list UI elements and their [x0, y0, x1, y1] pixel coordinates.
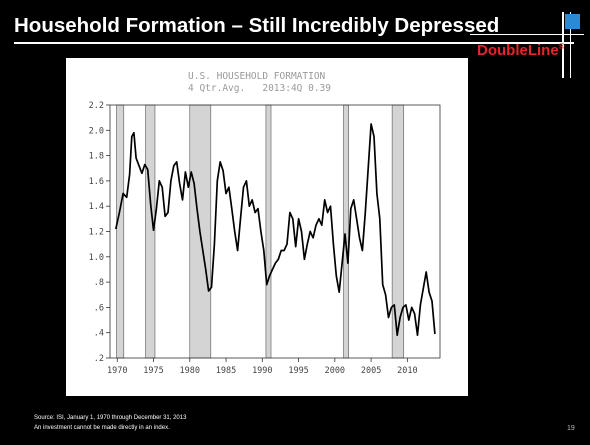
y-tick-label: 2.2	[89, 101, 104, 111]
recession-band-5	[391, 104, 405, 359]
chart-title: U.S. HOUSEHOLD FORMATION	[188, 71, 326, 82]
y-tick-label: .2	[94, 354, 104, 364]
footer-source: Source: ISI, January 1, 1970 through Dec…	[34, 415, 187, 421]
slide-title: Household Formation – Still Incredibly D…	[14, 14, 500, 37]
logo-line-vertical-1	[562, 12, 564, 78]
logo-line-vertical-2	[570, 12, 571, 78]
logo-line-horizontal	[470, 34, 584, 35]
x-tick-label: 2010	[397, 366, 417, 376]
x-tick-label: 1970	[107, 366, 127, 376]
logo-wordmark: DoubleLine	[477, 42, 559, 59]
x-tick-label: 2000	[325, 366, 345, 376]
y-tick-label: 1.4	[89, 202, 104, 212]
y-tick-label: 1.8	[89, 152, 104, 162]
x-tick-label: 1995	[288, 366, 308, 376]
y-tick-label: 2.0	[89, 126, 104, 136]
y-tick-label: 1.0	[89, 253, 104, 263]
logo-registered-mark: ®	[558, 42, 565, 51]
axis-ticks: .2 .4 .6 .8 1.0 1.2 1.4 1.6 1.8 2.0 2.2 1970 1975 198…	[89, 101, 418, 376]
y-tick-label: 1.6	[89, 177, 104, 187]
y-tick-label: .4	[94, 329, 104, 339]
x-tick-label: 2005	[361, 366, 381, 376]
x-tick-label: 1975	[143, 366, 163, 376]
series-line-household-formation	[114, 123, 436, 337]
recession-band-1	[145, 104, 156, 359]
footer-disclaimer: An investment cannot be made directly in…	[34, 425, 170, 431]
chart-subtitle: 4 Qtr.Avg. 2013:4Q 0.39	[188, 83, 331, 94]
recession-band-3	[265, 104, 272, 359]
y-tick-label: .8	[94, 278, 104, 288]
doubleline-logo: DoubleLine®	[477, 42, 565, 59]
household-formation-chart: U.S. HOUSEHOLD FORMATION 4 Qtr.Avg. 2013…	[89, 71, 441, 376]
plot-frame	[109, 104, 441, 359]
page-number: 19	[567, 425, 575, 432]
y-tick-label: 1.2	[89, 228, 104, 238]
recession-band-4	[343, 104, 349, 359]
title-rule	[14, 42, 574, 44]
y-tick-label: .6	[94, 303, 104, 313]
x-tick-label: 1985	[216, 366, 236, 376]
recession-band-0	[116, 104, 125, 359]
logo-square-icon	[565, 14, 580, 29]
x-tick-label: 1990	[252, 366, 272, 376]
chart-panel: U.S. HOUSEHOLD FORMATION 4 Qtr.Avg. 2013…	[66, 58, 468, 396]
x-tick-label: 1980	[180, 366, 200, 376]
